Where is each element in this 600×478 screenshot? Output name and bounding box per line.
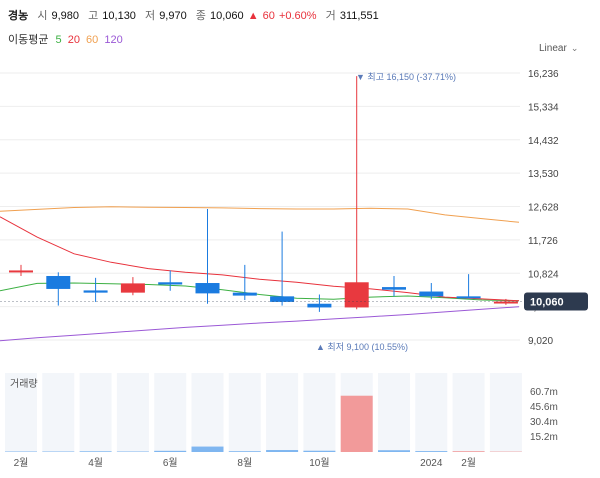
- high-annotation: ▼ 최고 16,150 (-37.71%): [356, 72, 456, 82]
- time-axis-label: 10월: [309, 457, 329, 469]
- ma-line-60: [0, 206, 520, 223]
- current-price-tag: [524, 292, 588, 311]
- candle-body: [493, 301, 518, 304]
- volume-band: [116, 373, 149, 452]
- candle-body: [46, 275, 71, 289]
- scale-mode-label: Linear: [539, 43, 567, 54]
- ma-period-20: 20: [67, 34, 80, 46]
- candle-body: [270, 296, 295, 302]
- price-tick-label: 13,530: [528, 169, 559, 180]
- time-axis-label: 8월: [237, 457, 252, 469]
- close-label: 종: [195, 10, 206, 22]
- volume-bar: [378, 450, 410, 452]
- volume-label: 거: [325, 10, 336, 22]
- open-label: 시: [37, 10, 48, 22]
- low-annotation: ▲ 최저 9,100 (10.55%): [316, 342, 408, 352]
- volume-panel: 60.7m 45.6m 30.4m 15.2m 거래량: [5, 373, 558, 452]
- volume-bar: [303, 450, 336, 452]
- change-percent: +0.60%: [278, 10, 317, 22]
- candle-body: [232, 292, 257, 296]
- volume-bar: [340, 395, 373, 452]
- candle-body: [344, 282, 369, 308]
- volume-band: [489, 373, 522, 452]
- time-axis: 2월 4월 6월 8월 10월 2024 2월: [14, 457, 476, 469]
- candle-body: [307, 303, 332, 308]
- volume-band: [415, 373, 448, 452]
- volume-bar: [79, 451, 112, 452]
- ma-period-5: 5: [55, 34, 62, 46]
- volume-band: [79, 373, 112, 452]
- candle-body: [456, 296, 481, 299]
- volume-tick-label: 45.6m: [530, 402, 558, 413]
- volume-value: 311,551: [339, 10, 379, 22]
- volume-band: [228, 373, 261, 452]
- volume-band: [191, 373, 224, 452]
- candle-body: [158, 282, 183, 285]
- time-axis-label: 4월: [88, 457, 103, 469]
- grid-lines: [0, 72, 520, 341]
- volume-band: [452, 373, 485, 452]
- change-arrow-icon: ▲: [247, 10, 259, 22]
- price-tick-label: 9,020: [528, 336, 553, 347]
- volume-band: [303, 373, 336, 452]
- volume-tick-label: 60.7m: [530, 387, 558, 398]
- ma-line-20: [0, 216, 520, 302]
- ma-period-120: 120: [104, 34, 123, 46]
- low-label: 저: [145, 10, 156, 22]
- time-axis-label: 6월: [163, 457, 178, 469]
- price-tick-label: 11,726: [528, 236, 558, 247]
- candle-body: [195, 283, 220, 294]
- volume-bar: [191, 446, 224, 452]
- high-label: 고: [88, 10, 99, 22]
- low-value: 9,970: [159, 10, 187, 22]
- high-value: 10,130: [102, 10, 136, 22]
- time-axis-label: 2024: [420, 458, 443, 469]
- ma-line-5: [0, 282, 520, 302]
- volume-tick-label: 15.2m: [530, 432, 558, 443]
- candle-body: [120, 283, 145, 293]
- volume-band: [42, 373, 75, 452]
- volume-tick-label: 30.4m: [530, 417, 558, 428]
- volume-band: [5, 373, 37, 452]
- volume-bar: [266, 450, 299, 452]
- volume-label: 거래량: [10, 378, 38, 390]
- quote-bar: 경농 시 9,980 고 10,130 저 9,970 종 10,060 ▲ 6…: [8, 7, 380, 23]
- moving-average-title: 이동평균: [8, 34, 49, 46]
- candle-body: [9, 270, 33, 273]
- price-tick-label: 12,628: [528, 203, 559, 214]
- time-axis-label: 2월: [461, 457, 476, 469]
- volume-bar: [452, 451, 485, 452]
- price-tick-label: 14,432: [528, 136, 559, 147]
- candle-body: [382, 287, 406, 290]
- moving-average-legend[interactable]: 이동평균 5 20 60 120: [8, 31, 126, 47]
- candle-body: [419, 291, 444, 297]
- price-tick-label: 10,824: [528, 269, 559, 280]
- open-value: 9,980: [51, 10, 80, 22]
- volume-bar: [154, 450, 187, 452]
- price-tick-label: 15,334: [528, 102, 559, 113]
- candle-body: [83, 290, 108, 293]
- volume-band: [154, 373, 187, 452]
- volume-band: [266, 373, 299, 452]
- candles: [9, 76, 518, 312]
- chevron-down-icon: ⌄: [570, 43, 579, 53]
- current-price-label: 10,060: [530, 297, 564, 309]
- volume-bar: [228, 451, 261, 452]
- volume-bar: [415, 451, 448, 452]
- close-value: 10,060: [209, 10, 244, 22]
- ma-line-120: [0, 306, 520, 342]
- change-value: 60: [262, 10, 275, 22]
- stock-name: 경농: [8, 10, 29, 22]
- time-axis-label: 2월: [14, 457, 29, 469]
- annotations: ▼ 최고 16,150 (-37.71%) ▲ 최저 9,100 (10.55%)…: [0, 72, 588, 352]
- ma-period-60: 60: [86, 34, 99, 46]
- scale-mode-dropdown[interactable]: Linear ⌄: [539, 43, 578, 54]
- price-tick-label: 16,236: [528, 69, 559, 80]
- volume-band: [378, 373, 410, 452]
